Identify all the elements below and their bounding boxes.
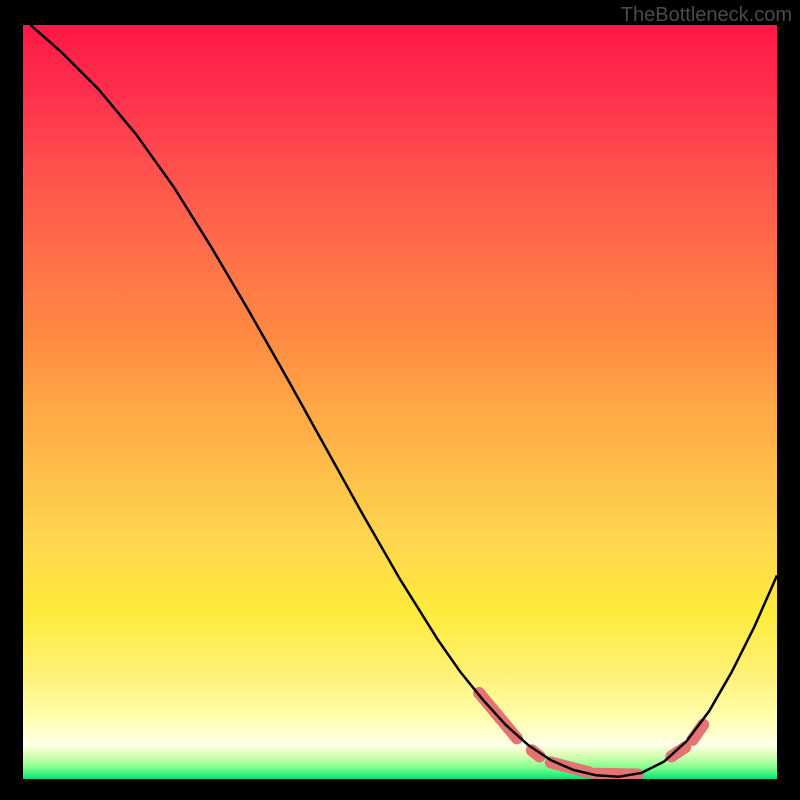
bottleneck-chart [23,25,777,779]
performance-curve [23,25,777,779]
watermark-text: TheBottleneck.com [621,4,792,27]
